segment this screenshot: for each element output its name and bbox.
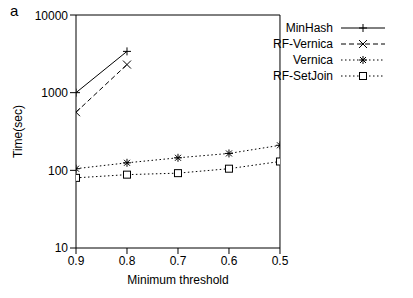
- svg-text:0.6: 0.6: [221, 254, 238, 268]
- svg-text:Time(sec): Time(sec): [11, 105, 25, 158]
- svg-text:0.5: 0.5: [272, 254, 289, 268]
- svg-text:0.7: 0.7: [170, 254, 187, 268]
- svg-text:10000: 10000: [35, 9, 69, 23]
- html-text:MinHash: MinHash: [285, 21, 333, 35]
- html-text:RF-Vernica: RF-Vernica: [273, 37, 333, 51]
- svg-text:0.9: 0.9: [68, 254, 85, 268]
- svg-text:100: 100: [48, 164, 68, 178]
- svg-text:0.8: 0.8: [119, 254, 136, 268]
- html-text:Vernica: Vernica: [293, 53, 333, 67]
- svg-text:Minimum threshold: Minimum threshold: [127, 273, 228, 287]
- svg-text:1000: 1000: [41, 86, 68, 100]
- html-text:RF-SetJoin: RF-SetJoin: [273, 69, 333, 83]
- svg-text:10: 10: [55, 241, 69, 255]
- html-text:a: a: [10, 2, 19, 19]
